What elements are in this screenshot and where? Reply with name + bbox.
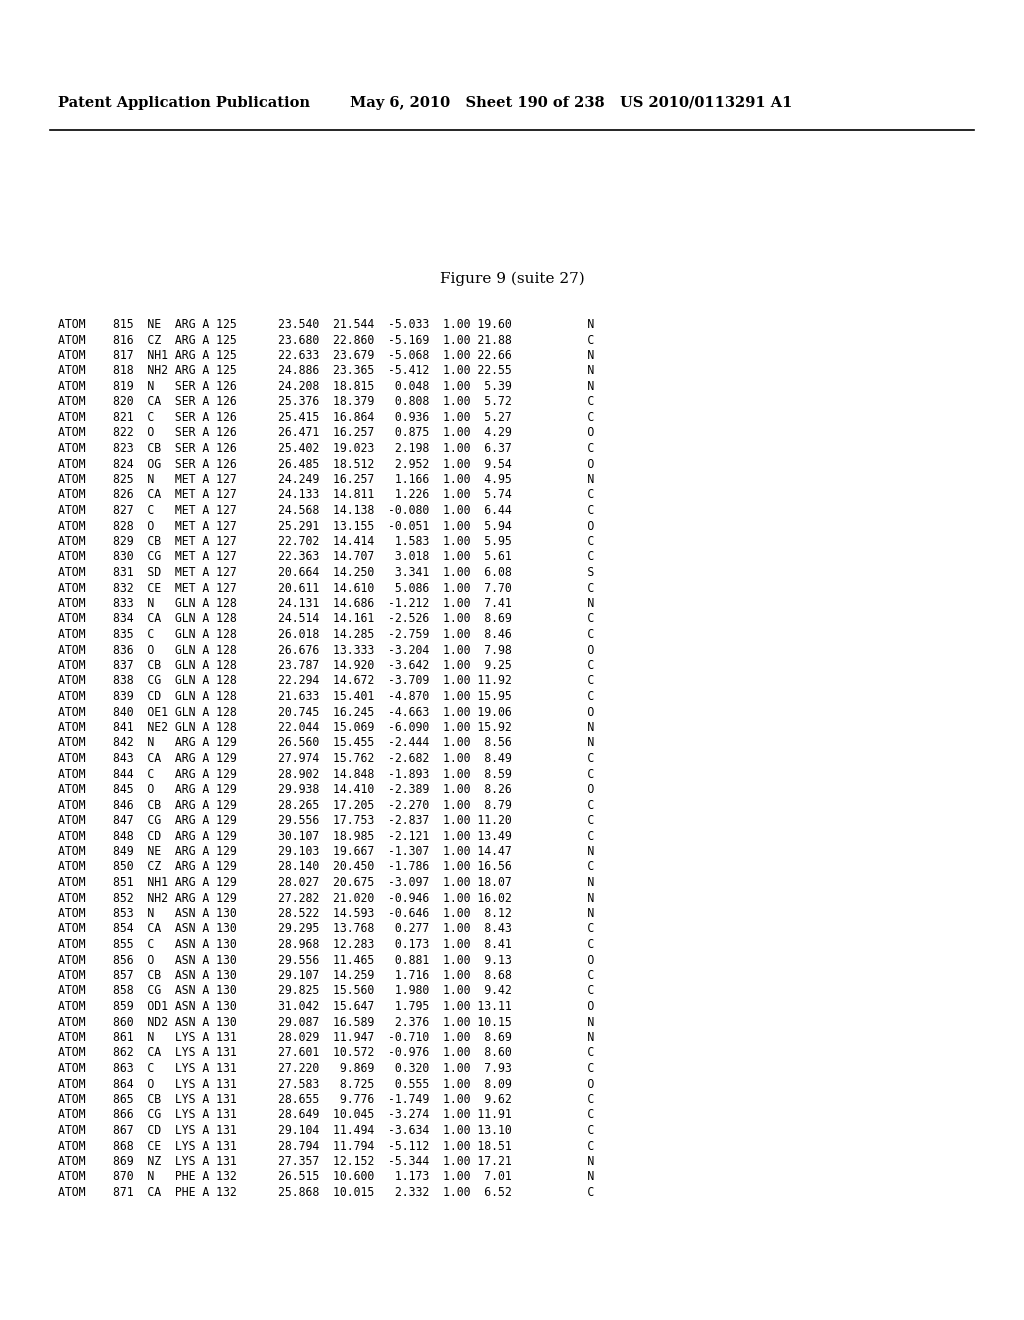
- Text: ATOM    822  O   SER A 126      26.471  16.257   0.875  1.00  4.29           O: ATOM 822 O SER A 126 26.471 16.257 0.875…: [58, 426, 594, 440]
- Text: ATOM    864  O   LYS A 131      27.583   8.725   0.555  1.00  8.09           O: ATOM 864 O LYS A 131 27.583 8.725 0.555 …: [58, 1077, 594, 1090]
- Text: ATOM    843  CA  ARG A 129      27.974  15.762  -2.682  1.00  8.49           C: ATOM 843 CA ARG A 129 27.974 15.762 -2.6…: [58, 752, 594, 766]
- Text: ATOM    863  C   LYS A 131      27.220   9.869   0.320  1.00  7.93           C: ATOM 863 C LYS A 131 27.220 9.869 0.320 …: [58, 1063, 594, 1074]
- Text: Patent Application Publication: Patent Application Publication: [58, 96, 310, 110]
- Text: Figure 9 (suite 27): Figure 9 (suite 27): [439, 272, 585, 286]
- Text: ATOM    857  CB  ASN A 130      29.107  14.259   1.716  1.00  8.68           C: ATOM 857 CB ASN A 130 29.107 14.259 1.71…: [58, 969, 594, 982]
- Text: ATOM    869  NZ  LYS A 131      27.357  12.152  -5.344  1.00 17.21           N: ATOM 869 NZ LYS A 131 27.357 12.152 -5.3…: [58, 1155, 594, 1168]
- Text: ATOM    865  CB  LYS A 131      28.655   9.776  -1.749  1.00  9.62           C: ATOM 865 CB LYS A 131 28.655 9.776 -1.74…: [58, 1093, 594, 1106]
- Text: ATOM    855  C   ASN A 130      28.968  12.283   0.173  1.00  8.41           C: ATOM 855 C ASN A 130 28.968 12.283 0.173…: [58, 939, 594, 950]
- Text: ATOM    815  NE  ARG A 125      23.540  21.544  -5.033  1.00 19.60           N: ATOM 815 NE ARG A 125 23.540 21.544 -5.0…: [58, 318, 594, 331]
- Text: ATOM    853  N   ASN A 130      28.522  14.593  -0.646  1.00  8.12           N: ATOM 853 N ASN A 130 28.522 14.593 -0.64…: [58, 907, 594, 920]
- Text: ATOM    817  NH1 ARG A 125      22.633  23.679  -5.068  1.00 22.66           N: ATOM 817 NH1 ARG A 125 22.633 23.679 -5.…: [58, 348, 594, 362]
- Text: ATOM    845  O   ARG A 129      29.938  14.410  -2.389  1.00  8.26           O: ATOM 845 O ARG A 129 29.938 14.410 -2.38…: [58, 783, 594, 796]
- Text: ATOM    820  CA  SER A 126      25.376  18.379   0.808  1.00  5.72           C: ATOM 820 CA SER A 126 25.376 18.379 0.80…: [58, 396, 594, 408]
- Text: ATOM    849  NE  ARG A 129      29.103  19.667  -1.307  1.00 14.47           N: ATOM 849 NE ARG A 129 29.103 19.667 -1.3…: [58, 845, 594, 858]
- Text: ATOM    850  CZ  ARG A 129      28.140  20.450  -1.786  1.00 16.56           C: ATOM 850 CZ ARG A 129 28.140 20.450 -1.7…: [58, 861, 594, 874]
- Text: ATOM    851  NH1 ARG A 129      28.027  20.675  -3.097  1.00 18.07           N: ATOM 851 NH1 ARG A 129 28.027 20.675 -3.…: [58, 876, 594, 888]
- Text: ATOM    866  CG  LYS A 131      28.649  10.045  -3.274  1.00 11.91           C: ATOM 866 CG LYS A 131 28.649 10.045 -3.2…: [58, 1109, 594, 1122]
- Text: ATOM    819  N   SER A 126      24.208  18.815   0.048  1.00  5.39           N: ATOM 819 N SER A 126 24.208 18.815 0.048…: [58, 380, 594, 393]
- Text: ATOM    816  CZ  ARG A 125      23.680  22.860  -5.169  1.00 21.88           C: ATOM 816 CZ ARG A 125 23.680 22.860 -5.1…: [58, 334, 594, 346]
- Text: ATOM    836  O   GLN A 128      26.676  13.333  -3.204  1.00  7.98           O: ATOM 836 O GLN A 128 26.676 13.333 -3.20…: [58, 644, 594, 656]
- Text: ATOM    858  CG  ASN A 130      29.825  15.560   1.980  1.00  9.42           C: ATOM 858 CG ASN A 130 29.825 15.560 1.98…: [58, 985, 594, 998]
- Text: May 6, 2010   Sheet 190 of 238   US 2010/0113291 A1: May 6, 2010 Sheet 190 of 238 US 2010/011…: [350, 96, 793, 110]
- Text: ATOM    821  C   SER A 126      25.415  16.864   0.936  1.00  5.27           C: ATOM 821 C SER A 126 25.415 16.864 0.936…: [58, 411, 594, 424]
- Text: ATOM    856  O   ASN A 130      29.556  11.465   0.881  1.00  9.13           O: ATOM 856 O ASN A 130 29.556 11.465 0.881…: [58, 953, 594, 966]
- Text: ATOM    870  N   PHE A 132      26.515  10.600   1.173  1.00  7.01           N: ATOM 870 N PHE A 132 26.515 10.600 1.173…: [58, 1171, 594, 1184]
- Text: ATOM    859  OD1 ASN A 130      31.042  15.647   1.795  1.00 13.11           O: ATOM 859 OD1 ASN A 130 31.042 15.647 1.7…: [58, 1001, 594, 1012]
- Text: ATOM    834  CA  GLN A 128      24.514  14.161  -2.526  1.00  8.69           C: ATOM 834 CA GLN A 128 24.514 14.161 -2.5…: [58, 612, 594, 626]
- Text: ATOM    818  NH2 ARG A 125      24.886  23.365  -5.412  1.00 22.55           N: ATOM 818 NH2 ARG A 125 24.886 23.365 -5.…: [58, 364, 594, 378]
- Text: ATOM    831  SD  MET A 127      20.664  14.250   3.341  1.00  6.08           S: ATOM 831 SD MET A 127 20.664 14.250 3.34…: [58, 566, 594, 579]
- Text: ATOM    841  NE2 GLN A 128      22.044  15.069  -6.090  1.00 15.92           N: ATOM 841 NE2 GLN A 128 22.044 15.069 -6.…: [58, 721, 594, 734]
- Text: ATOM    852  NH2 ARG A 129      27.282  21.020  -0.946  1.00 16.02           N: ATOM 852 NH2 ARG A 129 27.282 21.020 -0.…: [58, 891, 594, 904]
- Text: ATOM    844  C   ARG A 129      28.902  14.848  -1.893  1.00  8.59           C: ATOM 844 C ARG A 129 28.902 14.848 -1.89…: [58, 767, 594, 780]
- Text: ATOM    871  CA  PHE A 132      25.868  10.015   2.332  1.00  6.52           C: ATOM 871 CA PHE A 132 25.868 10.015 2.33…: [58, 1185, 594, 1199]
- Text: ATOM    837  CB  GLN A 128      23.787  14.920  -3.642  1.00  9.25           C: ATOM 837 CB GLN A 128 23.787 14.920 -3.6…: [58, 659, 594, 672]
- Text: ATOM    839  CD  GLN A 128      21.633  15.401  -4.870  1.00 15.95           C: ATOM 839 CD GLN A 128 21.633 15.401 -4.8…: [58, 690, 594, 704]
- Text: ATOM    827  C   MET A 127      24.568  14.138  -0.080  1.00  6.44           C: ATOM 827 C MET A 127 24.568 14.138 -0.08…: [58, 504, 594, 517]
- Text: ATOM    848  CD  ARG A 129      30.107  18.985  -2.121  1.00 13.49           C: ATOM 848 CD ARG A 129 30.107 18.985 -2.1…: [58, 829, 594, 842]
- Text: ATOM    867  CD  LYS A 131      29.104  11.494  -3.634  1.00 13.10           C: ATOM 867 CD LYS A 131 29.104 11.494 -3.6…: [58, 1125, 594, 1137]
- Text: ATOM    828  O   MET A 127      25.291  13.155  -0.051  1.00  5.94           O: ATOM 828 O MET A 127 25.291 13.155 -0.05…: [58, 520, 594, 532]
- Text: ATOM    846  CB  ARG A 129      28.265  17.205  -2.270  1.00  8.79           C: ATOM 846 CB ARG A 129 28.265 17.205 -2.2…: [58, 799, 594, 812]
- Text: ATOM    862  CA  LYS A 131      27.601  10.572  -0.976  1.00  8.60           C: ATOM 862 CA LYS A 131 27.601 10.572 -0.9…: [58, 1047, 594, 1060]
- Text: ATOM    835  C   GLN A 128      26.018  14.285  -2.759  1.00  8.46           C: ATOM 835 C GLN A 128 26.018 14.285 -2.75…: [58, 628, 594, 642]
- Text: ATOM    830  CG  MET A 127      22.363  14.707   3.018  1.00  5.61           C: ATOM 830 CG MET A 127 22.363 14.707 3.01…: [58, 550, 594, 564]
- Text: ATOM    840  OE1 GLN A 128      20.745  16.245  -4.663  1.00 19.06           O: ATOM 840 OE1 GLN A 128 20.745 16.245 -4.…: [58, 705, 594, 718]
- Text: ATOM    826  CA  MET A 127      24.133  14.811   1.226  1.00  5.74           C: ATOM 826 CA MET A 127 24.133 14.811 1.22…: [58, 488, 594, 502]
- Text: ATOM    823  CB  SER A 126      25.402  19.023   2.198  1.00  6.37           C: ATOM 823 CB SER A 126 25.402 19.023 2.19…: [58, 442, 594, 455]
- Text: ATOM    861  N   LYS A 131      28.029  11.947  -0.710  1.00  8.69           N: ATOM 861 N LYS A 131 28.029 11.947 -0.71…: [58, 1031, 594, 1044]
- Text: ATOM    842  N   ARG A 129      26.560  15.455  -2.444  1.00  8.56           N: ATOM 842 N ARG A 129 26.560 15.455 -2.44…: [58, 737, 594, 750]
- Text: ATOM    868  CE  LYS A 131      28.794  11.794  -5.112  1.00 18.51           C: ATOM 868 CE LYS A 131 28.794 11.794 -5.1…: [58, 1139, 594, 1152]
- Text: ATOM    829  CB  MET A 127      22.702  14.414   1.583  1.00  5.95           C: ATOM 829 CB MET A 127 22.702 14.414 1.58…: [58, 535, 594, 548]
- Text: ATOM    832  CE  MET A 127      20.611  14.610   5.086  1.00  7.70           C: ATOM 832 CE MET A 127 20.611 14.610 5.08…: [58, 582, 594, 594]
- Text: ATOM    824  OG  SER A 126      26.485  18.512   2.952  1.00  9.54           O: ATOM 824 OG SER A 126 26.485 18.512 2.95…: [58, 458, 594, 470]
- Text: ATOM    825  N   MET A 127      24.249  16.257   1.166  1.00  4.95           N: ATOM 825 N MET A 127 24.249 16.257 1.166…: [58, 473, 594, 486]
- Text: ATOM    854  CA  ASN A 130      29.295  13.768   0.277  1.00  8.43           C: ATOM 854 CA ASN A 130 29.295 13.768 0.27…: [58, 923, 594, 936]
- Text: ATOM    860  ND2 ASN A 130      29.087  16.589   2.376  1.00 10.15           N: ATOM 860 ND2 ASN A 130 29.087 16.589 2.3…: [58, 1015, 594, 1028]
- Text: ATOM    838  CG  GLN A 128      22.294  14.672  -3.709  1.00 11.92           C: ATOM 838 CG GLN A 128 22.294 14.672 -3.7…: [58, 675, 594, 688]
- Text: ATOM    833  N   GLN A 128      24.131  14.686  -1.212  1.00  7.41           N: ATOM 833 N GLN A 128 24.131 14.686 -1.21…: [58, 597, 594, 610]
- Text: ATOM    847  CG  ARG A 129      29.556  17.753  -2.837  1.00 11.20           C: ATOM 847 CG ARG A 129 29.556 17.753 -2.8…: [58, 814, 594, 828]
